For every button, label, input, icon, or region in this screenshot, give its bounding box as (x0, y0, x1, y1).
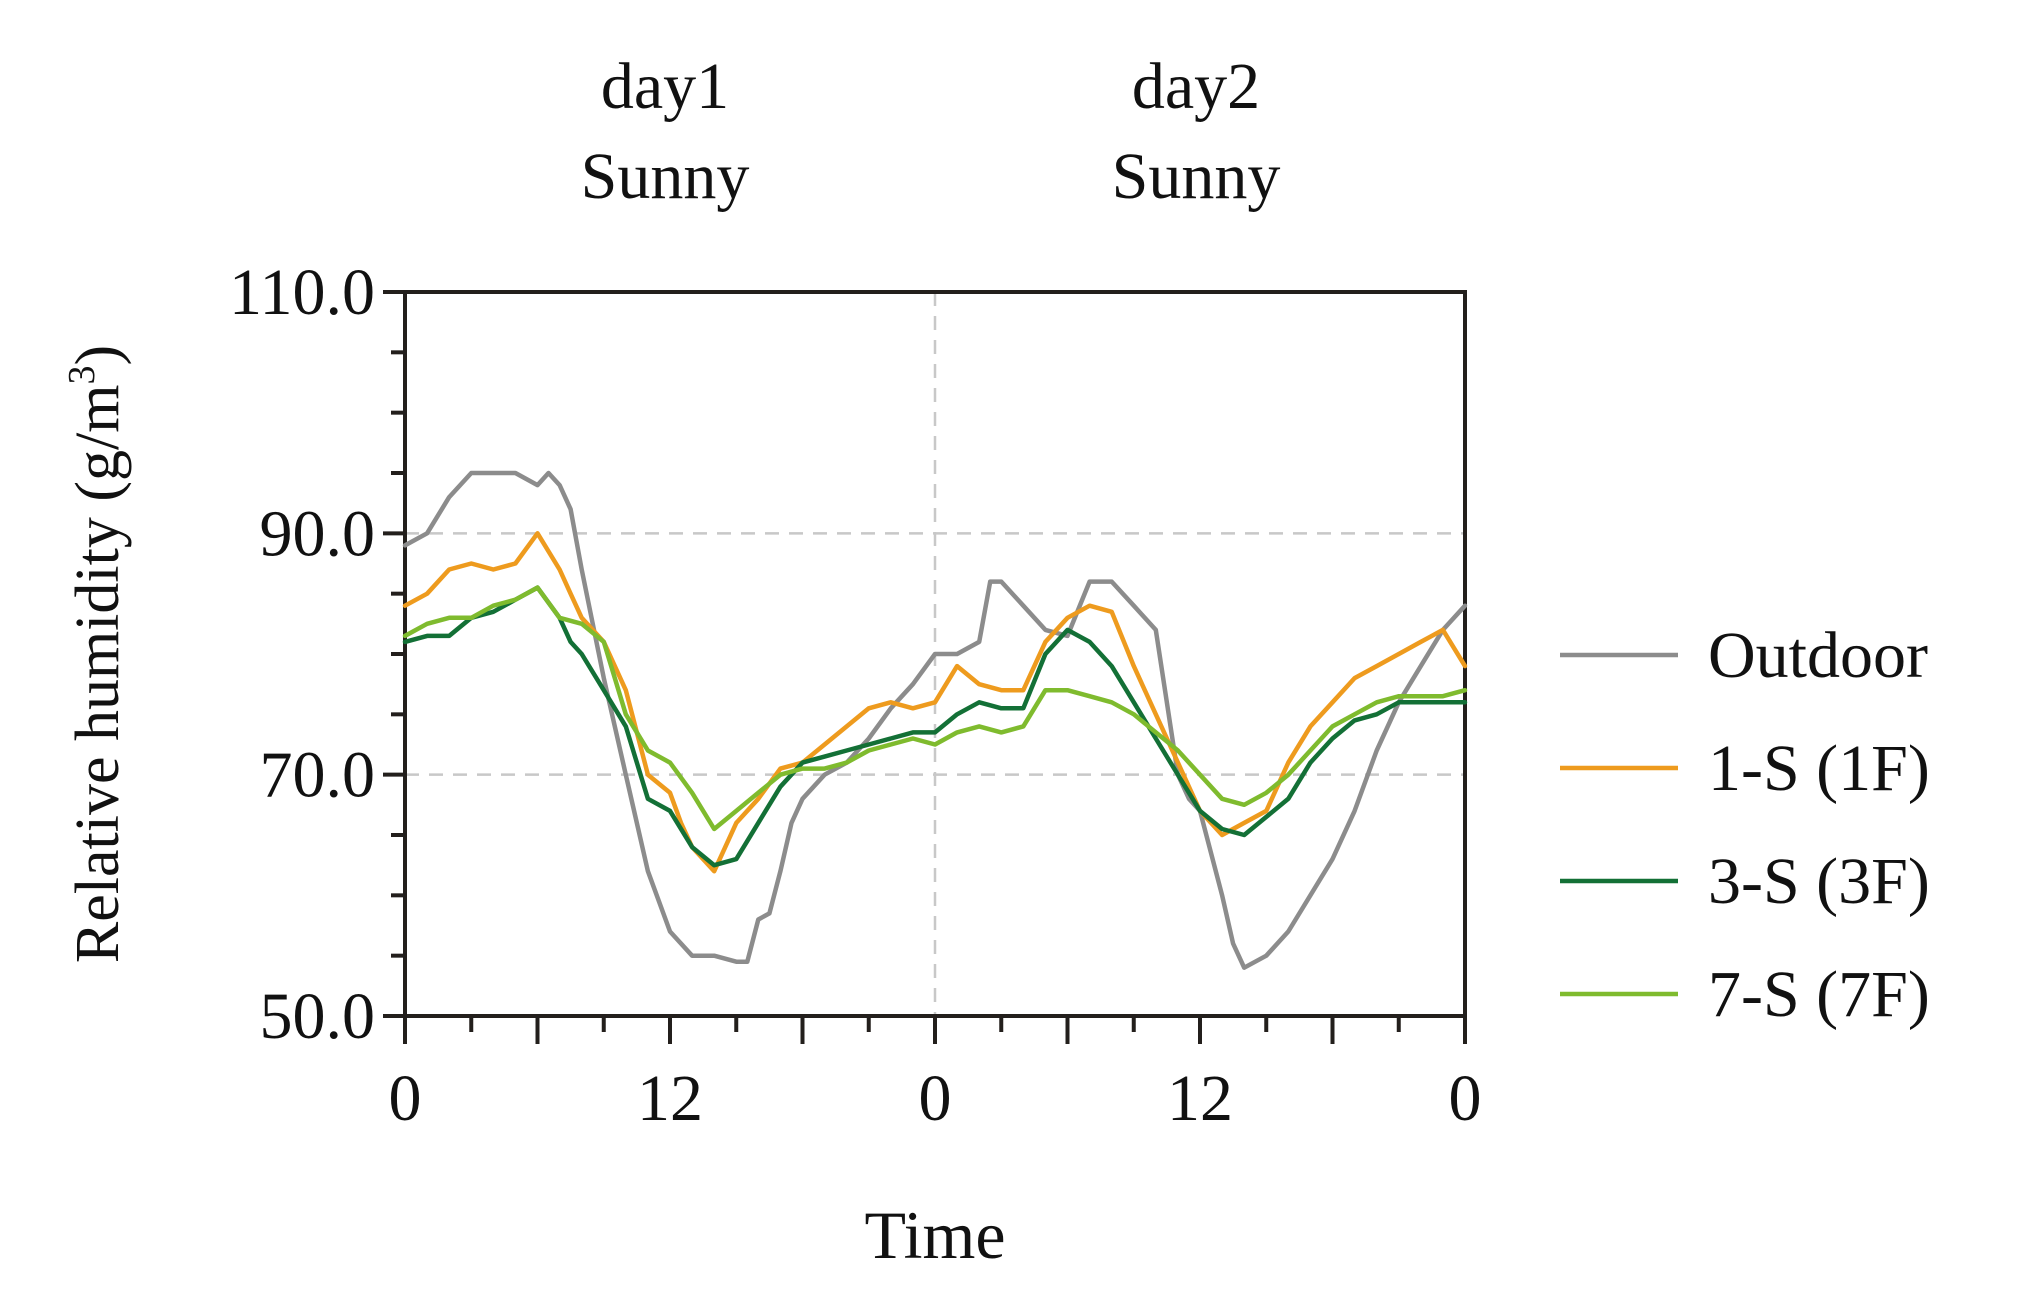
legend-label-7-s-7f: 7-S (7F) (1708, 958, 1930, 1031)
day2-label: day2 (1132, 50, 1260, 123)
x-tick-label-36: 12 (1167, 1062, 1233, 1135)
y-tick-label-110: 110.0 (229, 256, 375, 329)
y-tick-label-90: 90.0 (260, 497, 376, 570)
y-axis-label-close: ) (64, 345, 132, 366)
x-tick-label-0: 0 (389, 1062, 422, 1135)
legend: Outdoor 1-S (1F) 3-S (3F) 7-S (7F) (1560, 619, 1930, 1031)
day2-weather-label: Sunny (1112, 140, 1281, 213)
y-axis-label-superscript: 3 (61, 366, 103, 385)
axis-ticks: 50.0 70.0 90.0 110.0 0 12 0 12 0 (229, 256, 1482, 1135)
x-tick-label-48: 0 (1449, 1062, 1482, 1135)
legend-label-3-s-3f: 3-S (3F) (1708, 845, 1930, 918)
legend-label-outdoor: Outdoor (1708, 619, 1928, 692)
day1-label: day1 (601, 50, 729, 123)
day1-weather-label: Sunny (581, 140, 750, 213)
y-tick-label-70: 70.0 (260, 739, 376, 812)
x-axis-label: Time (864, 1197, 1005, 1273)
y-axis-label-text: Relative humidity (g/m (64, 385, 132, 964)
day-headers: day1 Sunny day2 Sunny (581, 50, 1281, 213)
y-tick-label-50: 50.0 (260, 980, 376, 1053)
y-axis-label: Relative humidity (g/m3) (61, 345, 132, 963)
series-line-outdoor (402, 470, 1468, 970)
series-line-3-s-3f (402, 585, 1468, 868)
data-series (402, 470, 1468, 970)
x-tick-label-12: 12 (637, 1062, 703, 1135)
x-tick-label-24: 0 (919, 1062, 952, 1135)
series-line-7-s-7f (402, 585, 1468, 832)
legend-label-1-s-1f: 1-S (1F) (1708, 732, 1930, 805)
